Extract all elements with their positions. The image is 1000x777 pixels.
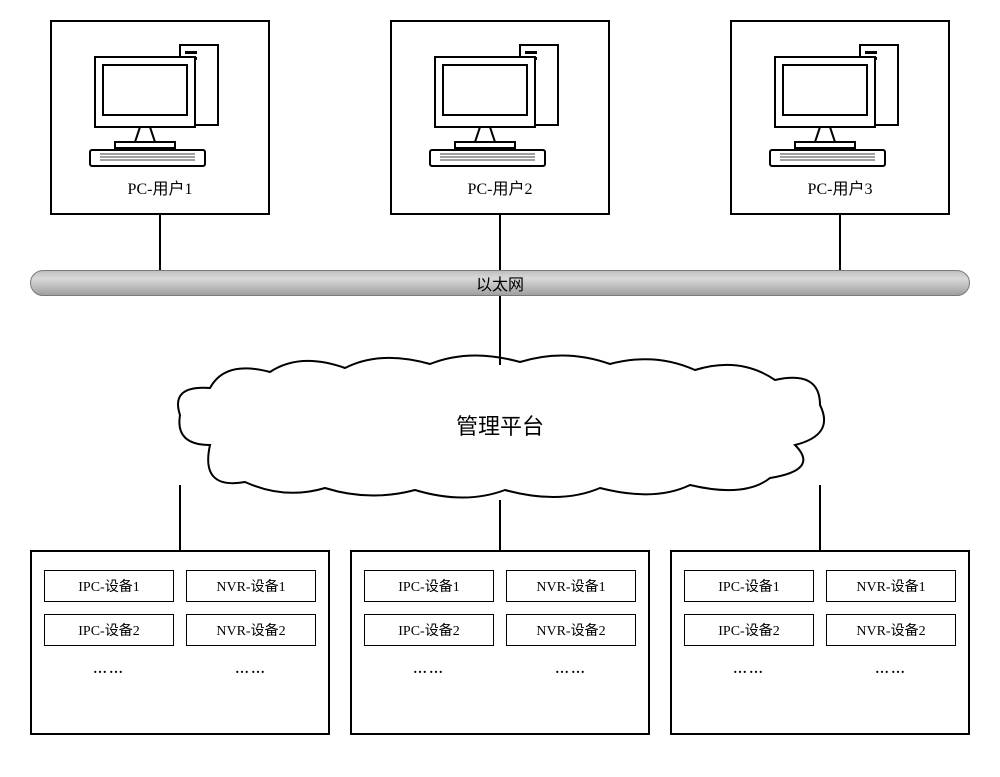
pc-client-3: PC-用户3 bbox=[730, 20, 950, 215]
device-cell: NVR-设备1 bbox=[506, 570, 636, 602]
pc-client-1: PC-用户1 bbox=[50, 20, 270, 215]
device-cell: NVR-设备2 bbox=[186, 614, 316, 646]
ellipsis: …… bbox=[826, 658, 956, 682]
device-cell: NVR-设备2 bbox=[506, 614, 636, 646]
device-row: IPC-设备1 NVR-设备1 IPC-设备2 NVR-设备2 …… …… IP… bbox=[20, 550, 980, 735]
platform-label: 管理平台 bbox=[456, 409, 544, 441]
connector-line bbox=[839, 215, 841, 270]
pc-label: PC-用户2 bbox=[468, 175, 533, 199]
ellipsis: …… bbox=[364, 658, 494, 682]
network-diagram: PC-用户1 PC-用户2 bbox=[20, 20, 980, 757]
connector-line bbox=[499, 296, 501, 365]
device-cell: IPC-设备2 bbox=[44, 614, 174, 646]
device-cell: IPC-设备2 bbox=[684, 614, 814, 646]
ellipsis: …… bbox=[44, 658, 174, 682]
ellipsis: …… bbox=[506, 658, 636, 682]
device-group-2: IPC-设备1 NVR-设备1 IPC-设备2 NVR-设备2 …… …… bbox=[350, 550, 650, 735]
pc-label: PC-用户1 bbox=[128, 175, 193, 199]
computer-icon bbox=[85, 37, 235, 167]
device-cell: IPC-设备1 bbox=[44, 570, 174, 602]
pc-client-2: PC-用户2 bbox=[390, 20, 610, 215]
ethernet-bus: 以太网 bbox=[30, 270, 970, 296]
pc-label: PC-用户3 bbox=[808, 175, 873, 199]
device-cell: NVR-设备1 bbox=[186, 570, 316, 602]
ethernet-label: 以太网 bbox=[476, 271, 524, 295]
connector-line bbox=[819, 485, 821, 550]
device-cell: NVR-设备2 bbox=[826, 614, 956, 646]
ellipsis: …… bbox=[186, 658, 316, 682]
device-cell: IPC-设备1 bbox=[364, 570, 494, 602]
connector-line bbox=[159, 215, 161, 270]
connector-line bbox=[499, 215, 501, 270]
device-group-1: IPC-设备1 NVR-设备1 IPC-设备2 NVR-设备2 …… …… bbox=[30, 550, 330, 735]
computer-icon bbox=[765, 37, 915, 167]
device-group-3: IPC-设备1 NVR-设备1 IPC-设备2 NVR-设备2 …… …… bbox=[670, 550, 970, 735]
computer-icon bbox=[425, 37, 575, 167]
connector-line bbox=[499, 500, 501, 550]
ellipsis: …… bbox=[684, 658, 814, 682]
pc-row: PC-用户1 PC-用户2 bbox=[20, 20, 980, 215]
device-cell: IPC-设备1 bbox=[684, 570, 814, 602]
management-platform-cloud: 管理平台 bbox=[170, 350, 830, 500]
device-cell: IPC-设备2 bbox=[364, 614, 494, 646]
connector-line bbox=[179, 485, 181, 550]
device-cell: NVR-设备1 bbox=[826, 570, 956, 602]
